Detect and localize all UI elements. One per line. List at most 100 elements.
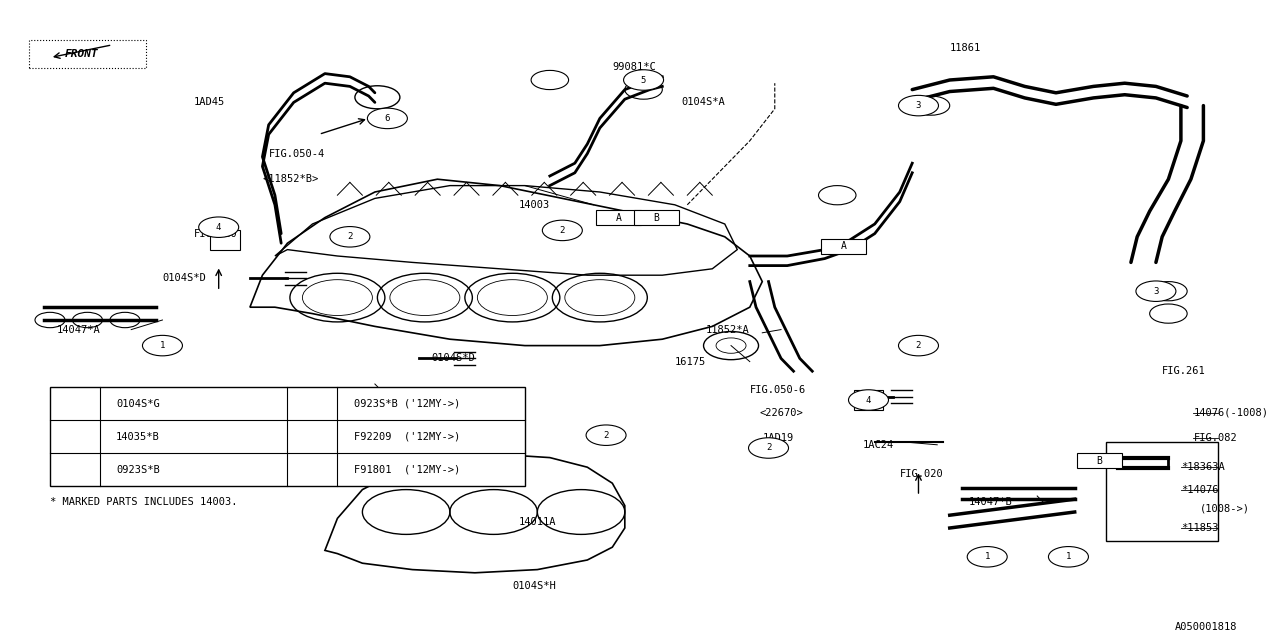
Text: 1: 1 (1066, 552, 1071, 561)
Text: <11852*B>: <11852*B> (262, 174, 319, 184)
Text: 5: 5 (641, 76, 646, 84)
Text: 2: 2 (765, 444, 772, 452)
Circle shape (294, 428, 330, 446)
Circle shape (625, 80, 662, 99)
Text: 1AD45: 1AD45 (193, 97, 225, 108)
Text: A: A (616, 212, 622, 223)
Text: 4: 4 (865, 396, 872, 404)
Text: <22670>: <22670> (760, 408, 804, 418)
Text: 0923S*B ('12MY->): 0923S*B ('12MY->) (353, 399, 460, 409)
Text: B: B (653, 212, 659, 223)
Circle shape (899, 335, 938, 356)
Text: 14011A: 14011A (518, 516, 556, 527)
Text: 1: 1 (160, 341, 165, 350)
Circle shape (968, 547, 1007, 567)
Circle shape (58, 461, 92, 479)
Text: *11853: *11853 (1181, 523, 1219, 533)
Text: 4: 4 (216, 223, 221, 232)
Circle shape (58, 395, 92, 413)
Text: A050001818: A050001818 (1175, 622, 1238, 632)
Text: FRONT: FRONT (64, 49, 99, 60)
Text: 14011: 14011 (332, 411, 362, 421)
Text: 99081*C: 99081*C (612, 62, 657, 72)
Circle shape (531, 70, 568, 90)
Circle shape (198, 217, 238, 237)
Text: 11861: 11861 (950, 43, 980, 53)
Text: FIG.261: FIG.261 (1162, 366, 1206, 376)
Text: 3: 3 (1153, 287, 1158, 296)
Text: 2: 2 (72, 432, 78, 442)
Text: 11852*A: 11852*A (707, 324, 750, 335)
Bar (1106, 442, 1219, 541)
Text: 3: 3 (72, 465, 78, 475)
Text: 2: 2 (347, 232, 352, 241)
Text: 2: 2 (559, 226, 564, 235)
Circle shape (899, 95, 938, 116)
Bar (596, 210, 641, 225)
Text: 1AD19: 1AD19 (763, 433, 794, 444)
Circle shape (1149, 304, 1187, 323)
Bar (854, 390, 883, 410)
Text: 0104S*G: 0104S*G (116, 399, 160, 409)
Circle shape (749, 438, 788, 458)
Text: *14076: *14076 (1181, 484, 1219, 495)
Text: 1: 1 (160, 405, 165, 414)
Circle shape (913, 96, 950, 115)
Text: * MARKED PARTS INCLUDES 14003.: * MARKED PARTS INCLUDES 14003. (50, 497, 238, 508)
Text: 14047*A: 14047*A (56, 324, 100, 335)
Text: FIG.020: FIG.020 (193, 228, 238, 239)
Text: FIG.050-6: FIG.050-6 (750, 385, 806, 396)
Circle shape (58, 428, 92, 446)
Text: 0104S*D: 0104S*D (431, 353, 475, 364)
Text: 14076(-1008): 14076(-1008) (1193, 408, 1268, 418)
Text: 3: 3 (915, 101, 922, 110)
Circle shape (294, 395, 330, 413)
Text: F91801  ('12MY->): F91801 ('12MY->) (353, 465, 460, 475)
Text: FIG.082: FIG.082 (1193, 433, 1238, 444)
Text: B: B (1097, 456, 1102, 466)
Text: 0923S*B: 0923S*B (116, 465, 160, 475)
Circle shape (623, 70, 663, 90)
Text: 1: 1 (72, 399, 78, 409)
Text: 1AC24: 1AC24 (863, 440, 893, 450)
Circle shape (367, 108, 407, 129)
Circle shape (818, 186, 856, 205)
Text: 6: 6 (310, 465, 315, 475)
Text: 5: 5 (310, 432, 315, 442)
Text: 0104S*A: 0104S*A (681, 97, 724, 108)
Circle shape (35, 312, 65, 328)
Circle shape (1135, 281, 1176, 301)
Circle shape (543, 220, 582, 241)
Bar (50, 387, 525, 486)
Text: 6: 6 (385, 114, 390, 123)
Text: 14003: 14003 (518, 200, 550, 210)
Text: *18363A: *18363A (1181, 462, 1225, 472)
Circle shape (849, 390, 888, 410)
Circle shape (586, 425, 626, 445)
Text: 1: 1 (984, 552, 989, 561)
Text: 2: 2 (603, 431, 609, 440)
Circle shape (142, 399, 183, 420)
Circle shape (1048, 547, 1088, 567)
Bar (210, 230, 239, 250)
Circle shape (330, 227, 370, 247)
Text: 2: 2 (915, 341, 922, 350)
Text: F92209  ('12MY->): F92209 ('12MY->) (353, 432, 460, 442)
Bar (1078, 453, 1123, 468)
Circle shape (142, 335, 183, 356)
Bar (820, 239, 867, 254)
Circle shape (1149, 282, 1187, 301)
Text: FIG.050-4: FIG.050-4 (269, 148, 325, 159)
Circle shape (110, 312, 140, 328)
Text: 14047*B: 14047*B (969, 497, 1012, 508)
Text: FIG.020: FIG.020 (900, 468, 943, 479)
Text: 4: 4 (310, 399, 315, 409)
Circle shape (294, 461, 330, 479)
Bar (634, 210, 678, 225)
Text: 16175: 16175 (675, 356, 707, 367)
Text: 14035*B: 14035*B (116, 432, 160, 442)
Text: 0104S*H: 0104S*H (512, 580, 556, 591)
Text: A: A (841, 241, 846, 252)
Text: 0104S*D: 0104S*D (163, 273, 206, 284)
Text: (1008->): (1008->) (1199, 504, 1249, 514)
